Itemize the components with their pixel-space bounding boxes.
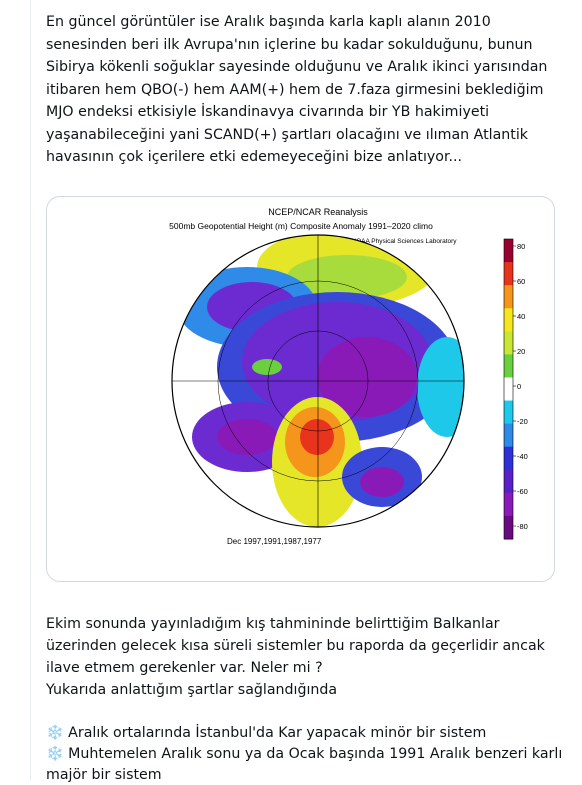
paragraph-line: yaşanabileceğini yani SCAND(+) şartları … [46, 126, 529, 143]
colorbar-label: -20 [517, 417, 528, 426]
colorbar-frame [503, 238, 514, 540]
paragraph-line: havasının çok içerilere etki edemeyeceği… [46, 149, 463, 165]
map-image: NCEP/NCAR Reanalysis 500mb Geopotential … [169, 207, 528, 546]
image-card[interactable]: NCEP/NCAR Reanalysis 500mb Geopotential … [46, 196, 555, 582]
colorbar-label: 20 [517, 347, 525, 356]
paragraph-line: ilave etmem gerekenler var. Neler mi ? [46, 660, 323, 676]
colorbar-segment [504, 469, 513, 494]
map-subtitle: 500mb Geopotential Height (m) Composite … [169, 221, 433, 231]
paragraph-line: MJO endeksi etkisiyle İskandinavya civar… [46, 104, 490, 120]
colorbar-segment [504, 239, 513, 263]
colorbar-label: 40 [517, 312, 525, 321]
colorbar-segment [504, 492, 513, 517]
colorbar-label: 0 [517, 382, 521, 391]
bullet-line: majör bir sistem [46, 767, 162, 783]
map-field [172, 235, 464, 527]
colorbar-segment [504, 285, 513, 309]
thread-line [30, 0, 31, 780]
bullet-line: ❄️ Muhtemelen Aralık sonu ya da Ocak baş… [46, 746, 563, 762]
paragraph-line: Sibirya kökenli soğuklar sayesinde olduğ… [46, 59, 548, 75]
paragraph-line: itibaren hem QBO(-) hem AAM(+) hem de 7.… [46, 81, 544, 98]
paragraph-line: üzerinden gelecek kısa süreli sistemler … [46, 638, 545, 654]
paragraph-line: Ekim sonunda yayınladığım kış tahmininde… [46, 616, 500, 632]
paragraph-line: Yukarıda anlattığım şartlar sağlandığınd… [46, 682, 338, 698]
colorbar-segment [504, 377, 513, 402]
colorbar-segment [504, 515, 513, 540]
colorbar-segment [504, 446, 513, 471]
paragraph-line: En güncel görüntüler ise Aralık başında … [46, 14, 491, 30]
colorbar-segment [504, 400, 513, 425]
colorbar-segment [504, 262, 513, 286]
paragraph-line: senesinden beri ilk Avrupa'nın içlerine … [46, 36, 533, 53]
colorbar: 80 60 40 20 0 -20 -40 -60 -80 [503, 238, 528, 540]
map-source: NOAA Physical Sciences Laboratory [351, 238, 457, 245]
colorbar-segment [504, 423, 513, 448]
map-title: NCEP/NCAR Reanalysis [268, 207, 368, 217]
colorbar-label: 80 [517, 242, 525, 251]
colorbar-label: -60 [517, 487, 528, 496]
colorbar-segment [504, 308, 513, 332]
colorbar-label: -80 [517, 522, 528, 531]
colorbar-label: -40 [517, 452, 528, 461]
colorbar-segment [504, 354, 513, 378]
bullet-line: ❄️ Aralık ortalarında İstanbul'da Kar ya… [46, 725, 487, 741]
map-dates: Dec 1997,1991,1987,1977 [227, 537, 322, 546]
colorbar-segment [504, 331, 513, 355]
colorbar-label: 60 [517, 277, 525, 286]
